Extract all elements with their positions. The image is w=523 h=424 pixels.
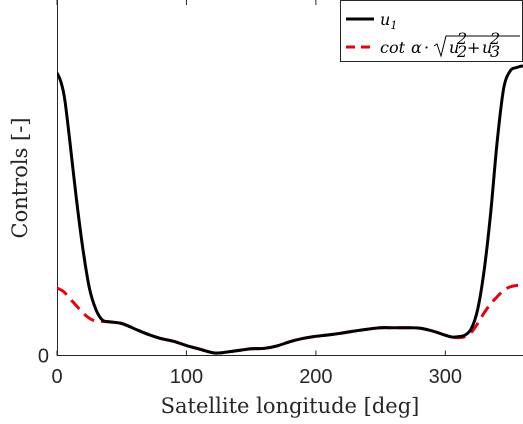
svg-text:2: 2 (456, 42, 467, 61)
series-line-cot (57, 283, 523, 355)
x-axis-title: Satellite longitude [deg] (161, 394, 420, 418)
series-layer (57, 64, 523, 355)
svg-text:3: 3 (490, 42, 500, 61)
x-axis-ticks: 0 100 200 300 (51, 0, 462, 388)
legend: u1 cot α · u 2 2 + u 2 3 (340, 0, 523, 62)
series-line-u1 (57, 64, 523, 355)
x-tick-label-100: 100 (170, 366, 203, 388)
plot-area: 0 100 200 300 0 (38, 0, 523, 388)
x-tick-label-0: 0 (51, 366, 62, 388)
svg-text:·: · (424, 38, 429, 57)
y-tick-label-0: 0 (38, 346, 49, 368)
legend-label-cot: cot α · u 2 2 + u 2 3 (380, 29, 520, 61)
svg-text:cot: cot (380, 38, 406, 57)
y-axis-ticks: 0 (38, 346, 49, 368)
x-tick-label-300: 300 (429, 366, 462, 388)
svg-text:u: u (482, 38, 492, 57)
legend-box (340, 0, 523, 62)
svg-text:2: 2 (489, 29, 500, 48)
svg-text:u: u (449, 38, 459, 57)
svg-text:α: α (411, 38, 422, 57)
y-axis-title: Controls [-] (8, 117, 32, 238)
svg-text:2: 2 (456, 29, 467, 48)
svg-text:+: + (467, 38, 480, 57)
x-tick-label-200: 200 (299, 366, 332, 388)
